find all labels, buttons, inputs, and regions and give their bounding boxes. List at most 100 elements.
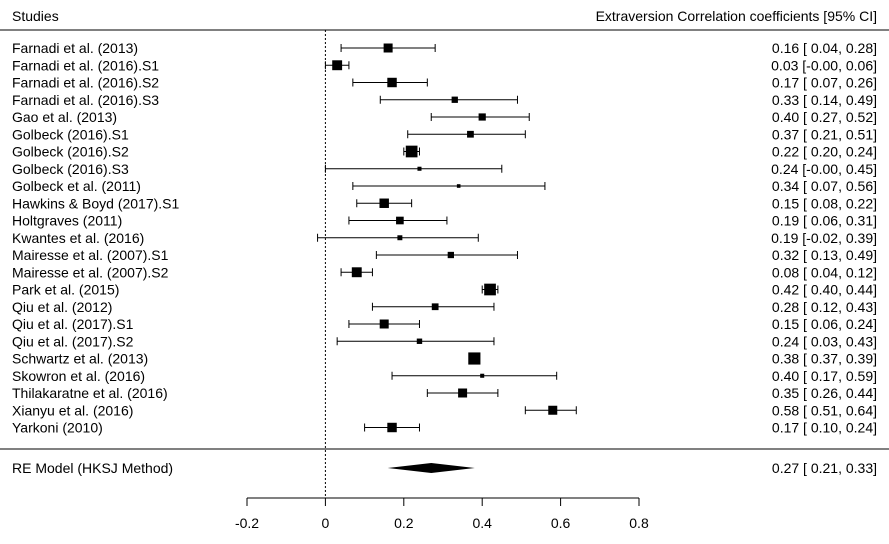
study-ci-text: 0.58 [ 0.51, 0.64] (772, 402, 877, 418)
point-estimate (456, 184, 461, 188)
study-ci-text: 0.19 [-0.02, 0.39] (771, 230, 877, 246)
study-ci-text: 0.17 [ 0.10, 0.24] (772, 420, 877, 436)
study-ci-text: 0.16 [ 0.04, 0.28] (772, 40, 877, 56)
study-row: Farnadi et al. (2016).S3 0.33 [ 0.14, 0.4… (12, 92, 877, 108)
study-row: Kwantes et al. (2016) 0.19 [-0.02, 0.39] (12, 230, 877, 246)
study-row: Qiu et al. (2012) 0.28 [ 0.12, 0.43] (12, 299, 877, 315)
study-label: Mairesse et al. (2007).S2 (12, 264, 169, 280)
point-estimate (379, 319, 389, 329)
study-rows: Farnadi et al. (2013) 0.16 [ 0.04, 0.28]F… (12, 40, 877, 436)
study-ci-text: 0.28 [ 0.12, 0.43] (772, 299, 877, 315)
study-ci-text: 0.38 [ 0.37, 0.39] (772, 351, 877, 367)
study-ci-text: 0.08 [ 0.04, 0.12] (772, 264, 877, 280)
study-label: Farnadi et al. (2016).S2 (12, 75, 159, 91)
study-ci-text: 0.37 [ 0.21, 0.51] (772, 126, 877, 142)
point-estimate (468, 352, 481, 365)
study-row: Mairesse et al. (2007).S2 0.08 [ 0.04, 0.… (12, 264, 877, 280)
point-estimate (397, 235, 403, 241)
study-ci-text: 0.40 [ 0.27, 0.52] (772, 109, 877, 125)
study-label: Qiu et al. (2012) (12, 299, 112, 315)
study-row: Thilakaratne et al. (2016) 0.35 [ 0.26, 0… (12, 385, 877, 401)
study-label: Gao et al. (2013) (12, 109, 117, 125)
study-label: Farnadi et al. (2016).S3 (12, 92, 159, 108)
point-estimate (480, 373, 485, 378)
point-estimate (405, 145, 418, 158)
study-ci-text: 0.35 [ 0.26, 0.44] (772, 385, 877, 401)
study-label: Holtgraves (2011) (12, 213, 122, 229)
point-estimate (458, 388, 468, 398)
study-ci-text: 0.34 [ 0.07, 0.56] (772, 178, 877, 194)
study-row: Farnadi et al. (2013) 0.16 [ 0.04, 0.28] (12, 40, 877, 56)
point-estimate (484, 283, 496, 296)
x-tick-label: -0.2 (235, 515, 259, 531)
study-row: Golbeck (2016).S2 0.22 [ 0.20, 0.24] (12, 144, 877, 160)
study-label: Qiu et al. (2017).S1 (12, 316, 134, 332)
point-estimate (387, 422, 397, 433)
point-estimate (387, 77, 397, 88)
study-row: Mairesse et al. (2007).S1 0.32 [ 0.13, 0.… (12, 247, 877, 263)
study-row: Golbeck et al. (2011) 0.34 [ 0.07, 0.56] (12, 178, 877, 194)
point-estimate (396, 216, 404, 225)
study-label: Farnadi et al. (2016).S1 (12, 57, 159, 73)
study-ci-text: 0.33 [ 0.14, 0.49] (772, 92, 877, 108)
study-ci-text: 0.40 [ 0.17, 0.59] (772, 368, 877, 384)
point-estimate (431, 303, 439, 311)
summary-diamond (387, 463, 475, 473)
point-estimate (351, 267, 362, 278)
study-label: Park et al. (2015) (12, 282, 119, 298)
study-ci-text: 0.24 [-0.00, 0.45] (771, 161, 877, 177)
point-estimate (416, 338, 423, 344)
study-ci-text: 0.15 [ 0.06, 0.24] (772, 316, 877, 332)
study-row: Schwartz et al. (2013) 0.38 [ 0.37, 0.39] (12, 351, 877, 367)
x-tick-label: 0 (322, 515, 330, 531)
x-tick-label: 0.8 (629, 515, 649, 531)
study-label: Qiu et al. (2017).S2 (12, 333, 134, 349)
study-ci-text: 0.42 [ 0.40, 0.44] (772, 282, 877, 298)
study-label: Mairesse et al. (2007).S1 (12, 247, 169, 263)
study-row: Xianyu et al. (2016) 0.58 [ 0.51, 0.64] (12, 402, 877, 418)
point-estimate (379, 198, 389, 208)
point-estimate (451, 96, 458, 103)
point-estimate (383, 43, 393, 53)
point-estimate (478, 113, 486, 121)
study-row: Gao et al. (2013) 0.40 [ 0.27, 0.52] (12, 109, 877, 125)
study-label: Golbeck et al. (2011) (12, 178, 141, 194)
point-estimate (447, 251, 454, 259)
point-estimate (467, 130, 474, 138)
study-label: Hawkins & Boyd (2017).S1 (12, 195, 180, 211)
study-row: Golbeck (2016).S1 0.37 [ 0.21, 0.51] (12, 126, 877, 142)
x-axis: -0.2 0 0.2 0.4 0.6 0.8 (235, 497, 649, 531)
study-label: Golbeck (2016).S2 (12, 144, 129, 160)
study-row: Holtgraves (2011) 0.19 [ 0.06, 0.31] (12, 213, 877, 229)
summary-row: RE Model (HKSJ Method) 0.27 [ 0.21, 0.33] (12, 460, 877, 476)
study-ci-text: 0.17 [ 0.07, 0.26] (772, 75, 877, 91)
study-label: Golbeck (2016).S3 (12, 161, 129, 177)
header-studies: Studies (12, 8, 59, 24)
study-label: Xianyu et al. (2016) (12, 402, 133, 418)
study-ci-text: 0.24 [ 0.03, 0.43] (772, 333, 877, 349)
x-tick-label: 0.2 (394, 515, 414, 531)
study-label: Golbeck (2016).S1 (12, 126, 129, 142)
study-row: Qiu et al. (2017).S1 0.15 [ 0.06, 0.24] (12, 316, 877, 332)
study-label: Yarkoni (2010) (12, 420, 103, 436)
study-row: Farnadi et al. (2016).S1 0.03 [-0.00, 0.0… (12, 57, 877, 73)
study-ci-text: 0.32 [ 0.13, 0.49] (772, 247, 877, 263)
summary-ci-text: 0.27 [ 0.21, 0.33] (772, 460, 877, 476)
study-label: Skowron et al. (2016) (12, 368, 145, 384)
point-estimate (548, 405, 558, 415)
study-row: Farnadi et al. (2016).S2 0.17 [ 0.07, 0.2… (12, 75, 877, 91)
study-label: Schwartz et al. (2013) (12, 351, 148, 367)
study-ci-text: 0.03 [-0.00, 0.06] (771, 57, 877, 73)
study-row: Qiu et al. (2017).S2 0.24 [ 0.03, 0.43] (12, 333, 877, 349)
x-tick-label: 0.4 (472, 515, 492, 531)
study-row: Yarkoni (2010) 0.17 [ 0.10, 0.24] (12, 420, 877, 436)
study-label: Kwantes et al. (2016) (12, 230, 144, 246)
x-tick-label: 0.6 (551, 515, 571, 531)
study-ci-text: 0.22 [ 0.20, 0.24] (772, 144, 877, 160)
study-label: Thilakaratne et al. (2016) (12, 385, 168, 401)
study-ci-text: 0.19 [ 0.06, 0.31] (772, 213, 877, 229)
header-ci: Extraversion Correlation coefficients [9… (596, 8, 877, 24)
point-estimate (417, 166, 422, 171)
study-row: Golbeck (2016).S3 0.24 [-0.00, 0.45] (12, 161, 877, 177)
